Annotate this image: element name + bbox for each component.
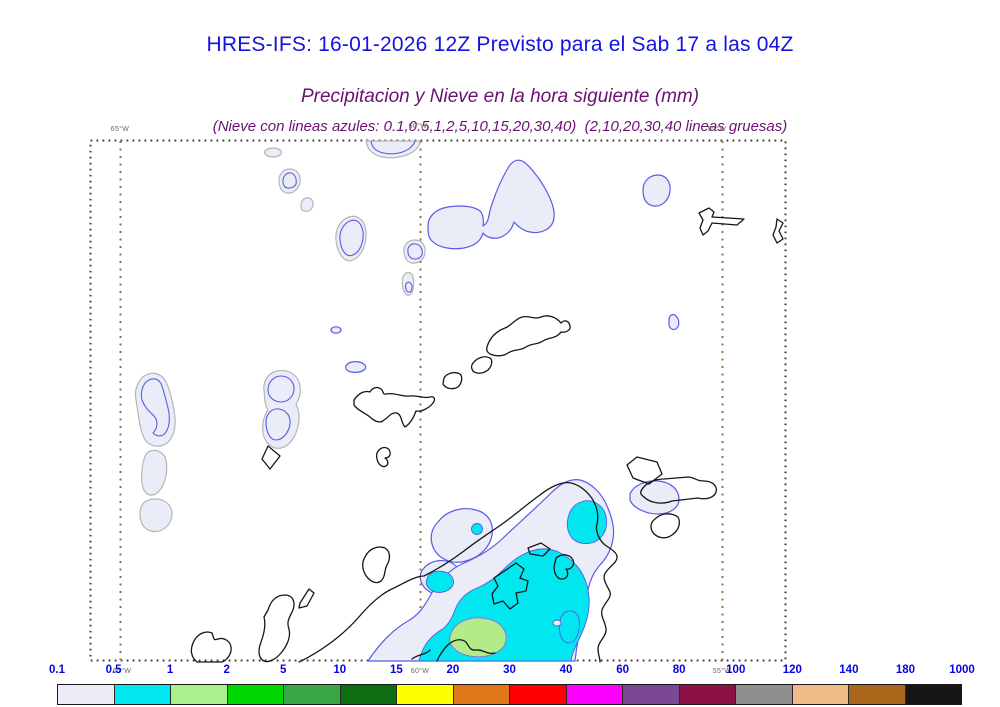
snow-contours — [140, 140, 423, 441]
colorbar-tick-label: 100 — [726, 664, 746, 676]
colorbar-tick-label: 40 — [559, 664, 573, 676]
colorbar-tick-label: 2 — [223, 664, 230, 676]
colorbar-tick-label: 30 — [503, 664, 516, 676]
contour-legend-note: (Nieve con lineas azules: 0.1,0.5,1,2,5,… — [212, 118, 788, 135]
colorbar — [57, 684, 962, 705]
colorbar-cell — [678, 685, 735, 704]
meridian-label-55w-top: 55°W — [707, 126, 727, 133]
colorbar-cell — [848, 685, 905, 704]
colorbar-tick-label: 180 — [895, 664, 916, 676]
map-frame — [89, 139, 787, 662]
chart-title: HRES-IFS: 16-01-2026 12Z Previsto para e… — [206, 33, 794, 56]
colorbar-tick-label: 15 — [389, 664, 403, 676]
colorbar-tick-label: 120 — [782, 664, 802, 676]
chart-subtitle: Precipitacion y Nieve en la hora siguien… — [300, 86, 700, 107]
colorbar-cell — [565, 685, 622, 704]
rain-heavy-area — [449, 617, 507, 658]
colorbar-tick-label: 10 — [333, 664, 347, 676]
colorbar-cell — [58, 685, 114, 704]
colorbar-tick-label: 1000 — [949, 664, 975, 676]
colorbar-tick-label: 20 — [446, 664, 460, 676]
colorbar-cell — [735, 685, 792, 704]
colorbar-tick-label: 140 — [839, 664, 859, 676]
colorbar-cell — [622, 685, 679, 704]
colorbar-tick-label: 60 — [616, 664, 630, 676]
colorbar-tick-label: 0.5 — [105, 664, 122, 676]
colorbar-cell — [509, 685, 566, 704]
precip-light-areas — [134, 140, 426, 533]
colorbar-cell — [396, 685, 453, 704]
colorbar-cell — [452, 685, 509, 704]
colorbar-cell — [283, 685, 340, 704]
meridian-label-60w-bottom: 60°W — [410, 668, 430, 675]
colorbar-tick-label: 5 — [280, 664, 287, 676]
meridian-label-65w-top: 65°W — [110, 126, 130, 133]
colorbar-tick-label: 80 — [672, 664, 686, 676]
meridian-label-55w-bottom: 55°W — [712, 668, 732, 675]
meridian-label-60w-top: 60°W — [408, 123, 428, 130]
colorbar-cell — [226, 685, 283, 704]
colorbar-tick-label: 0.1 — [49, 664, 65, 676]
colorbar-cell — [113, 685, 170, 704]
colorbar-cell — [339, 685, 396, 704]
colorbar-cell — [170, 685, 227, 704]
colorbar-cell — [904, 685, 961, 704]
colorbar-cell — [791, 685, 848, 704]
colorbar-labels: 0.1 0.5 1 2 5 10 15 20 30 40 60 80 100 120 140 180 1000 — [0, 664, 1000, 680]
colorbar-tick-label: 1 — [166, 664, 174, 676]
meridian-label-65w-bottom: 65°W — [112, 668, 132, 675]
coastlines — [190, 207, 784, 663]
